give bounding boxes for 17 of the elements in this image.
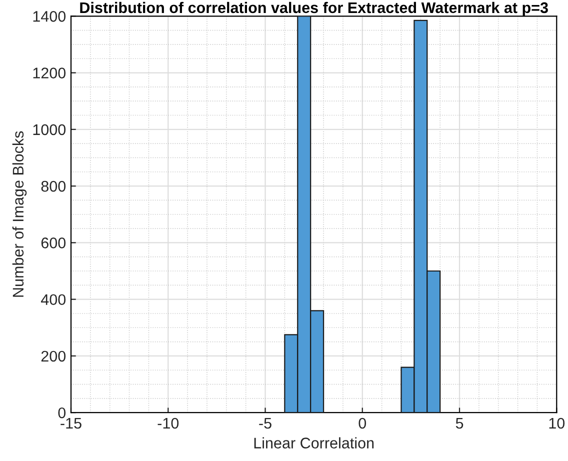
y-tick-label: 600 [41, 238, 66, 248]
x-tick-label: 10 [549, 418, 565, 429]
y-tick-label: 800 [41, 180, 66, 192]
x-tick-label: 0 [358, 418, 366, 429]
x-tick-label: -15 [60, 418, 82, 429]
y-tick-label: 400 [41, 294, 66, 306]
y-tick-label: 200 [41, 350, 66, 362]
x-tick-label: -5 [259, 418, 272, 429]
x-axis-title: Linear Correlation [254, 437, 374, 448]
y-axis-title: Number of Image Blocks [12, 131, 27, 297]
x-tick-label: 5 [456, 418, 464, 429]
x-tick-label: -10 [158, 418, 179, 429]
y-tick-label: 1200 [33, 68, 66, 78]
y-tick-label: 1000 [33, 124, 66, 136]
chart-title: Distribution of correlation values for Extracted Watermark at p=3 [80, 2, 548, 16]
y-tick-label: 0 [58, 407, 66, 418]
y-tick-label: 1400 [33, 11, 66, 22]
